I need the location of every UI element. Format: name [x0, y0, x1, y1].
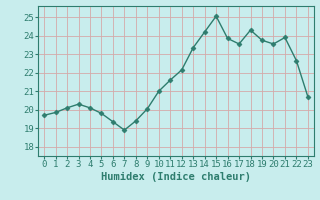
- X-axis label: Humidex (Indice chaleur): Humidex (Indice chaleur): [101, 172, 251, 182]
